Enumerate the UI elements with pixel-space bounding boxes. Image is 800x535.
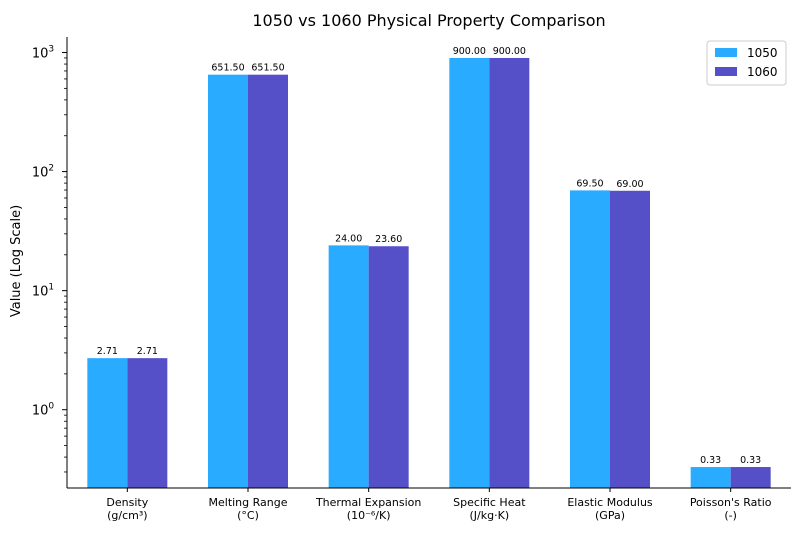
data-label-1050-2: 24.00 <box>335 233 362 244</box>
y-tick-label-0: 100 <box>32 402 55 419</box>
x-tick-label-0-0: Density <box>106 496 148 509</box>
bar-1060-2 <box>368 246 409 488</box>
x-tick-label-3-0: Specific Heat <box>453 496 526 509</box>
legend-swatch-1050 <box>715 48 737 57</box>
bar-1060-5 <box>730 467 771 488</box>
x-tick-label-0-1: (g/cm³) <box>107 509 147 522</box>
data-labels-layer: 2.71 651.50 24.00 900.00 69.50 0.33 2.71 651.50… <box>97 46 761 466</box>
y-tick-label-2: 102 <box>32 164 54 181</box>
x-tick-label-5-0: Poisson's Ratio <box>690 496 772 509</box>
legend-swatch-1060 <box>715 67 737 76</box>
bar-1050-5 <box>690 467 731 488</box>
bar-1060-4 <box>610 190 650 489</box>
bar-1050-3 <box>449 57 490 489</box>
x-tick-label-3-1: (J/kg·K) <box>470 509 510 522</box>
data-label-1060-5: 0.33 <box>740 455 761 466</box>
data-label-1050-5: 0.33 <box>700 455 721 466</box>
x-tick-label-2-1: (10⁻⁶/K) <box>347 509 391 522</box>
bar-1050-4 <box>570 190 610 489</box>
data-label-1060-1: 651.50 <box>251 63 284 74</box>
x-tick-label-1-1: (°C) <box>237 509 259 522</box>
bars-layer <box>87 57 771 489</box>
y-ticks-layer: 100 101 102 103 <box>32 45 67 473</box>
chart-title: 1050 vs 1060 Physical Property Compariso… <box>252 11 605 30</box>
y-tick-label-3: 103 <box>32 45 54 62</box>
bar-1060-1 <box>248 74 288 489</box>
bar-1050-0 <box>87 358 128 488</box>
x-ticks-layer: Density(g/cm³) Melting Range(°C) Thermal E… <box>106 488 772 522</box>
data-label-1060-0: 2.71 <box>137 346 158 357</box>
data-label-1050-4: 69.50 <box>576 178 603 189</box>
x-tick-label-5-1: (-) <box>724 509 737 522</box>
legend-label-1060: 1060 <box>747 65 778 79</box>
y-axis-label: Value (Log Scale) <box>9 205 24 317</box>
legend: 1050 1060 <box>706 40 787 86</box>
bar-1060-3 <box>489 57 530 489</box>
x-tick-label-4-1: (GPa) <box>595 509 625 522</box>
data-label-1060-4: 69.00 <box>616 179 643 190</box>
x-tick-label-2-0: Thermal Expansion <box>315 496 421 509</box>
axes-layer <box>66 37 791 489</box>
bar-1050-1 <box>208 74 248 489</box>
data-label-1060-2: 23.60 <box>375 234 402 245</box>
x-tick-label-4-0: Elastic Modulus <box>567 496 653 509</box>
data-label-1050-0: 2.71 <box>97 346 118 357</box>
x-tick-label-1-0: Melting Range <box>209 496 288 509</box>
legend-label-1050: 1050 <box>747 46 778 60</box>
bar-1050-2 <box>328 245 369 488</box>
data-label-1050-3: 900.00 <box>453 46 486 57</box>
data-label-1050-1: 651.50 <box>211 63 244 74</box>
bar-1060-0 <box>127 358 168 488</box>
data-label-1060-3: 900.00 <box>493 46 526 57</box>
y-tick-label-1: 101 <box>32 283 54 300</box>
